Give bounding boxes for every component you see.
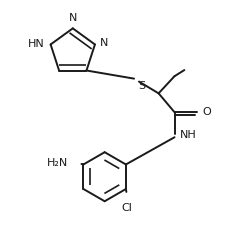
Text: N: N [69,13,77,23]
Text: Cl: Cl [121,203,132,213]
Text: HN: HN [28,39,44,49]
Text: O: O [201,107,210,117]
Text: NH: NH [179,130,196,140]
Text: N: N [100,38,108,48]
Text: S: S [138,81,145,91]
Text: H₂N: H₂N [46,158,68,168]
